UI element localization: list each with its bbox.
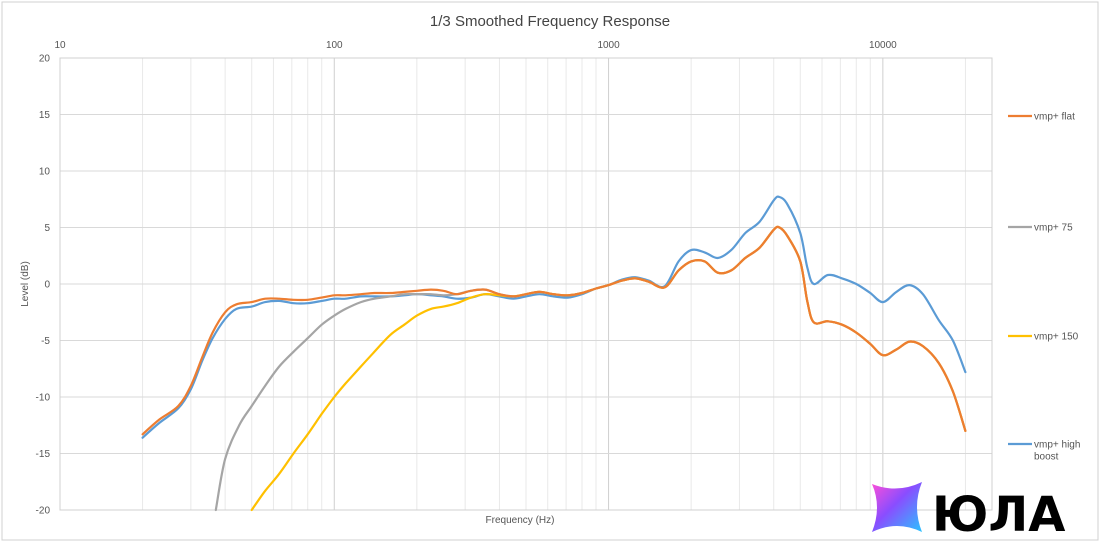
y-tick-label: 5 — [44, 223, 50, 234]
plot-area — [59, 57, 993, 511]
x-tick-label: 10 — [54, 40, 66, 51]
legend-label: vmp+ 150 — [1034, 332, 1079, 343]
chart-title: 1/3 Smoothed Frequency Response — [430, 13, 670, 30]
y-axis-ticks: -20 -15 -10 -5 0 5 10 15 20 — [36, 54, 51, 517]
watermark-logo: ЮЛА — [872, 482, 1065, 542]
y-tick-label: -20 — [36, 506, 51, 517]
y-tick-label: 0 — [44, 280, 50, 291]
x-tick-label: 100 — [326, 40, 343, 51]
y-tick-label: 15 — [39, 110, 51, 121]
series-layer — [141, 195, 967, 512]
legend-label: vmp+ flat — [1034, 112, 1075, 123]
legend: vmp+ flat vmp+ 75 vmp+ 150 vmp+ high boost — [1008, 112, 1080, 463]
x-axis-label: Frequency (Hz) — [486, 515, 555, 526]
x-axis-ticks: 10 100 1000 10000 — [54, 40, 897, 51]
legend-label: vmp+ high boost — [1034, 440, 1080, 463]
series-line-vmp-high-boost — [141, 195, 967, 439]
y-axis-label: Level (dB) — [20, 261, 31, 307]
y-tick-label: 10 — [39, 167, 51, 178]
y-tick-label: -5 — [41, 336, 50, 347]
y-tick-label: -15 — [36, 449, 51, 460]
series-line-vmp-flat — [141, 225, 967, 436]
yula-logo-icon — [872, 482, 922, 532]
y-tick-label: 20 — [39, 54, 51, 65]
legend-label: vmp+ 75 — [1034, 223, 1073, 234]
x-tick-label: 10000 — [869, 40, 897, 51]
y-tick-label: -10 — [36, 393, 51, 404]
grid — [59, 57, 993, 511]
x-tick-label: 1000 — [597, 40, 620, 51]
watermark-text: ЮЛА — [932, 487, 1065, 542]
